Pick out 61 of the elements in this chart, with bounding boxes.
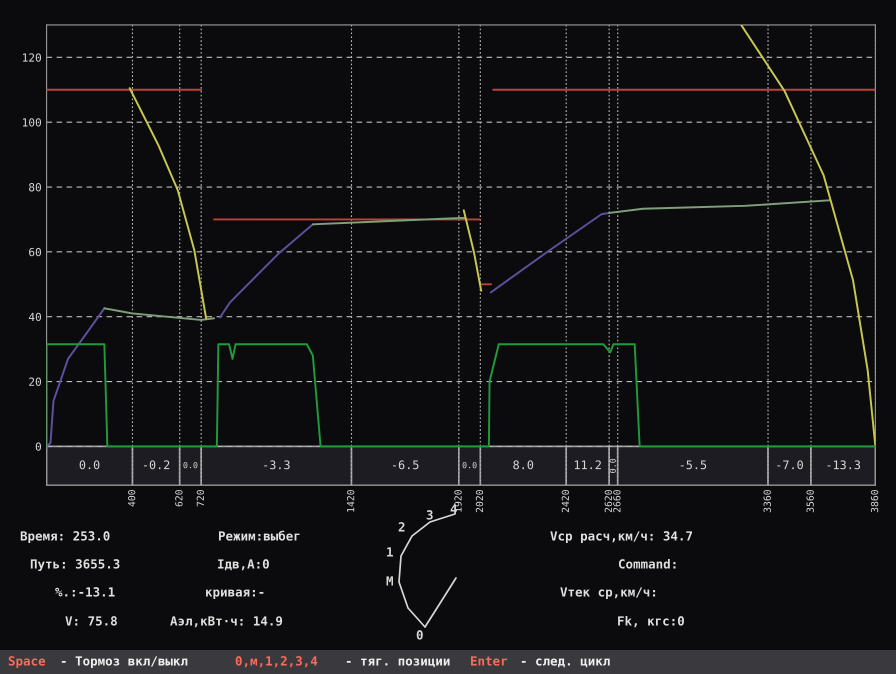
text: Fk, кгс:0 bbox=[618, 616, 684, 628]
x-tick-label: 2660 bbox=[613, 490, 621, 512]
text: М bbox=[386, 576, 393, 586]
line-series bbox=[103, 307, 216, 321]
x-tick-label: 3360 bbox=[764, 490, 771, 512]
text: 3 bbox=[426, 510, 433, 520]
text: Vтек ср,км/ч: bbox=[560, 587, 656, 600]
band-label: 8.0 bbox=[513, 460, 534, 470]
text: 2 bbox=[398, 522, 404, 532]
x-tick-label: 3860 bbox=[870, 490, 878, 512]
y-tick-label: 0 bbox=[36, 442, 42, 451]
x-tick-label: 2020 bbox=[476, 490, 484, 512]
y-tick-label: 40 bbox=[28, 312, 42, 322]
band-label: 0.0 bbox=[610, 458, 616, 473]
x-tick-label: 2420 bbox=[562, 490, 570, 512]
band-label: -0.2 bbox=[144, 460, 170, 470]
text: Space bbox=[8, 656, 46, 668]
band-label: 0.0 bbox=[462, 462, 477, 468]
line-series bbox=[219, 223, 314, 318]
line-series bbox=[128, 87, 208, 320]
band-label: 0.0 bbox=[80, 460, 100, 470]
x-tick-label: 1420 bbox=[346, 490, 354, 512]
text: Путь: 3655.3 bbox=[30, 559, 120, 572]
text: - Тормоз вкл/выкл bbox=[62, 656, 188, 668]
y-tick-label: 80 bbox=[29, 183, 42, 192]
text: - тяг. позиции bbox=[346, 658, 450, 668]
band-label: -5.5 bbox=[680, 460, 706, 470]
line-series bbox=[46, 307, 106, 448]
text: - след. цикл bbox=[522, 658, 610, 668]
text: 0,м,1,2,3,4 bbox=[236, 656, 318, 668]
y-tick-label: 100 bbox=[23, 118, 42, 127]
band-label: -13.3 bbox=[827, 460, 860, 470]
band-label: -7.0 bbox=[777, 460, 803, 470]
text: V: 75.8 bbox=[65, 616, 117, 626]
x-tick-label: 720 bbox=[196, 490, 204, 506]
x-tick-label: 400 bbox=[128, 490, 136, 507]
text: кривая:- bbox=[206, 589, 264, 600]
x-tick-label: 2620 bbox=[604, 490, 612, 512]
line-series bbox=[608, 199, 830, 214]
x-tick-label: 3560 bbox=[806, 490, 814, 512]
y-tick-label: 60 bbox=[29, 248, 42, 256]
text: Режим:выбег bbox=[218, 530, 300, 541]
text: Enter bbox=[471, 656, 508, 666]
line-series bbox=[740, 24, 876, 448]
y-tick-label: 20 bbox=[29, 378, 42, 386]
text: 0 bbox=[416, 630, 423, 640]
text: Аэл,кВт·ч: 14.9 bbox=[170, 616, 282, 628]
band-label: -3.3 bbox=[264, 460, 290, 470]
band-label: 11.2 bbox=[574, 460, 601, 470]
y-tick-label: 120 bbox=[23, 53, 42, 62]
line-series bbox=[490, 212, 610, 294]
x-tick-label: 620 bbox=[175, 490, 183, 506]
text: %.:-13.1 bbox=[55, 587, 115, 597]
band-label: 0.0 bbox=[183, 462, 198, 468]
text: Iдв,А:0 bbox=[218, 559, 269, 570]
text: Command: bbox=[618, 558, 676, 569]
band-label: -6.5 bbox=[393, 460, 418, 470]
line-series bbox=[46, 343, 876, 448]
text: Время: 253.0 bbox=[20, 531, 110, 544]
text: Vср расч,км/ч: 34.7 bbox=[550, 531, 692, 544]
text: 1 bbox=[387, 547, 393, 556]
